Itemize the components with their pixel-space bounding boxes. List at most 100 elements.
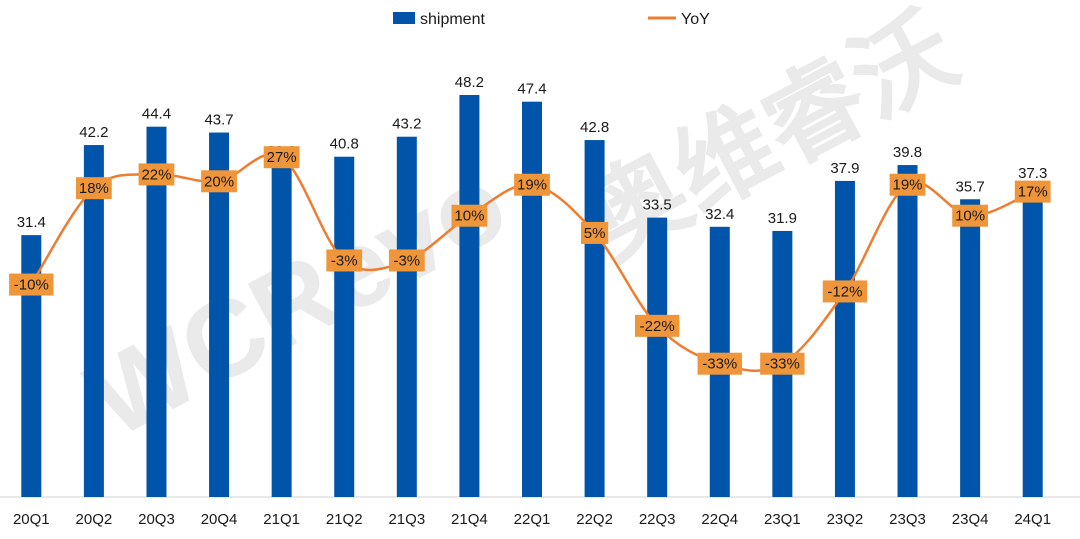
bar-value-22Q1: 47.4: [517, 81, 546, 98]
yoy-point-23Q1: -33%: [760, 352, 805, 375]
category-label-20Q2: 20Q2: [76, 511, 113, 528]
yoy-point-22Q1: 19%: [514, 173, 550, 196]
category-label-21Q2: 21Q2: [326, 511, 363, 528]
yoy-label-box: [889, 173, 926, 196]
category-label-21Q4: 21Q4: [451, 511, 488, 528]
category-label-22Q3: 22Q3: [639, 511, 676, 528]
category-label-20Q1: 20Q1: [13, 511, 50, 528]
bar-value-23Q2: 37.9: [830, 160, 859, 177]
yoy-point-20Q4: 20%: [201, 170, 237, 193]
yoy-point-23Q4: 10%: [952, 204, 989, 227]
bar-21Q1: [271, 164, 292, 497]
yoy-label-box: [201, 170, 237, 193]
yoy-label-box: [9, 273, 54, 296]
category-label-22Q4: 22Q4: [701, 511, 738, 528]
yoy-label-22Q2: 5%: [584, 225, 606, 242]
yoy-label-20Q2: 18%: [79, 180, 109, 197]
yoy-label-22Q1: 19%: [517, 177, 547, 194]
yoy-labels: -10% 18% 22% 20% 27% -3% -3% 10% 19% 5% -22% -33% -3…: [9, 146, 1051, 375]
bar-value-21Q4: 48.2: [455, 74, 484, 91]
bar-value-20Q3: 44.4: [142, 106, 171, 123]
category-label-23Q1: 23Q1: [764, 511, 801, 528]
yoy-label-21Q4: 10%: [454, 208, 484, 225]
yoy-label-box: [634, 314, 680, 337]
bar-value-23Q4: 35.7: [956, 178, 985, 195]
bar-value-21Q2: 40.8: [330, 136, 359, 153]
category-label-22Q1: 22Q1: [514, 511, 551, 528]
yoy-label-21Q1: 27%: [267, 149, 297, 166]
category-labels: 20Q1 20Q2 20Q3 20Q4 21Q1 21Q2 21Q3 21Q4 22Q1 22Q2…: [13, 511, 1051, 528]
yoy-point-20Q1: -10%: [9, 273, 54, 296]
bar-value-21Q3: 43.2: [392, 116, 421, 133]
bar-series: [21, 95, 1043, 498]
bar-value-22Q4: 32.4: [705, 206, 734, 223]
bar-21Q4: [459, 95, 480, 498]
bar-value-23Q3: 39.8: [893, 144, 922, 161]
bar-23Q3: [897, 165, 918, 497]
yoy-label-box: [388, 249, 425, 272]
bar-20Q1: [21, 235, 42, 497]
yoy-label-box: [1014, 180, 1051, 203]
bar-24Q1: [1022, 185, 1043, 497]
yoy-label-24Q1: 17%: [1018, 184, 1048, 201]
category-label-23Q3: 23Q3: [889, 511, 926, 528]
yoy-label-box: [138, 163, 175, 186]
category-label-22Q2: 22Q2: [576, 511, 613, 528]
yoy-label-21Q2: -3%: [331, 252, 358, 269]
yoy-label-box: [580, 221, 609, 244]
bar-22Q2: [584, 140, 605, 497]
category-label-23Q2: 23Q2: [827, 511, 864, 528]
yoy-label-box: [822, 280, 868, 303]
yoy-label-23Q4: 10%: [955, 208, 985, 225]
yoy-point-21Q1: 27%: [263, 146, 300, 169]
legend-label-shipment: shipment: [420, 11, 485, 28]
bar-20Q3: [146, 126, 167, 497]
yoy-point-22Q4: -33%: [697, 352, 742, 375]
yoy-label-box: [263, 146, 300, 169]
bar-23Q2: [834, 180, 855, 497]
yoy-point-22Q3: -22%: [634, 314, 680, 337]
category-label-23Q4: 23Q4: [952, 511, 989, 528]
watermark-latin: WCRevo: [69, 140, 526, 461]
bar-21Q3: [396, 136, 417, 497]
yoy-label-21Q3: -3%: [393, 252, 420, 269]
bar-21Q2: [334, 156, 355, 497]
bar-20Q2: [83, 145, 104, 497]
bar-20Q4: [209, 132, 230, 498]
bar-value-20Q4: 43.7: [204, 112, 233, 129]
bar-value-20Q2: 42.2: [79, 124, 108, 141]
yoy-point-21Q3: -3%: [388, 249, 425, 272]
bar-value-22Q3: 33.5: [643, 197, 672, 214]
bar-value-20Q1: 31.4: [17, 214, 46, 231]
yoy-label-20Q3: 22%: [141, 166, 171, 183]
yoy-point-22Q2: 5%: [580, 221, 609, 244]
yoy-point-21Q4: 10%: [451, 204, 488, 227]
yoy-label-23Q3: 19%: [893, 177, 923, 194]
yoy-label-22Q4: -33%: [702, 356, 737, 373]
yoy-point-20Q2: 18%: [75, 177, 112, 200]
yoy-label-20Q1: -10%: [14, 277, 49, 294]
yoy-label-box: [697, 352, 742, 375]
yoy-point-23Q3: 19%: [889, 173, 926, 196]
yoy-point-21Q2: -3%: [326, 249, 363, 272]
yoy-label-box: [952, 204, 989, 227]
yoy-label-box: [75, 177, 112, 200]
yoy-label-box: [760, 352, 805, 375]
yoy-label-23Q1: -33%: [765, 356, 800, 373]
yoy-label-20Q4: 20%: [204, 173, 234, 190]
category-label-21Q1: 21Q1: [263, 511, 300, 528]
bar-22Q3: [647, 217, 668, 498]
category-label-20Q4: 20Q4: [201, 511, 238, 528]
category-label-20Q3: 20Q3: [138, 511, 175, 528]
yoy-point-23Q2: -12%: [822, 280, 868, 303]
yoy-point-20Q3: 22%: [138, 163, 175, 186]
legend-label-yoy: YoY: [681, 11, 710, 28]
bar-23Q4: [960, 199, 981, 497]
bar-22Q1: [522, 101, 542, 498]
yoy-point-24Q1: 17%: [1014, 180, 1051, 203]
bar-value-24Q1: 37.3: [1018, 165, 1047, 182]
yoy-label-box: [514, 173, 550, 196]
category-label-21Q3: 21Q3: [388, 511, 425, 528]
yoy-label-box: [326, 249, 363, 272]
yoy-label-23Q2: -12%: [827, 283, 862, 300]
